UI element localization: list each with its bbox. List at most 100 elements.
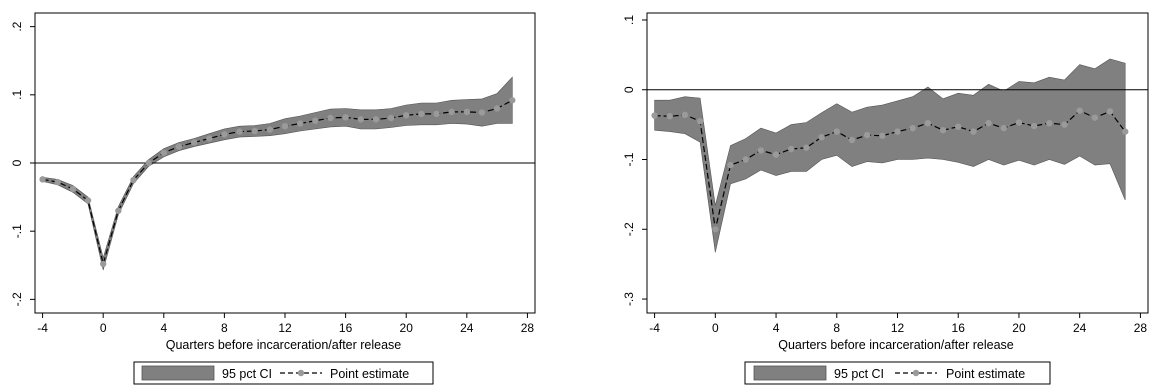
- point-estimate-marker: [1106, 108, 1114, 115]
- point-estimate-marker: [312, 117, 319, 124]
- point-estimate-marker: [99, 260, 107, 268]
- point-estimate-marker: [894, 128, 901, 135]
- point-estimate-marker: [175, 143, 183, 150]
- point-estimate-marker: [448, 108, 455, 116]
- point-estimate-marker: [160, 149, 167, 156]
- point-estimate-marker: [788, 145, 795, 153]
- y-tick-label: -.2: [622, 222, 636, 236]
- point-estimate-marker: [493, 105, 501, 112]
- point-estimate-marker: [403, 112, 410, 119]
- x-tick-label: 16: [952, 321, 966, 335]
- confidence-band: [42, 76, 513, 271]
- point-estimate-marker: [145, 159, 152, 167]
- x-tick-label: -4: [37, 321, 48, 335]
- legend-ci-swatch: [141, 365, 215, 381]
- x-tick-label: 4: [160, 321, 167, 335]
- x-axis-title: Quarters before incarceration/after rele…: [778, 338, 1014, 352]
- legend: 95 pct CI Point estimate: [133, 361, 434, 385]
- x-tick-label: 28: [521, 321, 535, 335]
- legend: 95 pct CI Point estimate: [744, 361, 1051, 385]
- point-estimate-marker: [1000, 124, 1007, 132]
- legend-ci-swatch: [753, 365, 827, 381]
- point-estimate-marker: [818, 133, 825, 141]
- legend-ci-label: 95 pct CI: [222, 367, 272, 381]
- point-estimate-marker: [190, 139, 198, 146]
- x-tick-label: 20: [1012, 321, 1026, 335]
- point-estimate-marker: [712, 226, 719, 233]
- point-estimate-marker: [909, 124, 916, 132]
- x-tick-label: -4: [649, 321, 660, 335]
- y-tick-label: -.3: [622, 292, 636, 306]
- x-tick-label: 28: [1134, 321, 1148, 335]
- legend-marker-swatch: [297, 369, 305, 377]
- point-estimate-marker: [666, 113, 673, 120]
- point-estimate-marker: [342, 114, 349, 121]
- x-tick-label: 12: [891, 321, 905, 335]
- point-estimate-marker: [1076, 107, 1083, 114]
- legend-ci-label: 95 pct CI: [834, 367, 884, 381]
- point-estimate-marker: [433, 110, 440, 118]
- plot-frame: [646, 12, 1149, 314]
- point-estimate-marker: [69, 185, 77, 193]
- point-estimate-marker: [939, 127, 947, 134]
- point-estimate-marker: [696, 117, 704, 125]
- point-estimate-marker: [115, 207, 122, 214]
- point-estimate-marker: [879, 132, 886, 139]
- plot-area: -4 0 4 8 12 16 20 24 28 -.2 -.1 0 .1 .2: [10, 12, 536, 335]
- point-estimate-marker: [757, 147, 765, 154]
- point-estimate-marker: [206, 135, 213, 142]
- left-panel: -4 0 4 8 12 16 20 24 28 -.2 -.1 0 .1 .2 Quarters befo…: [10, 12, 536, 385]
- point-estimate-marker: [848, 136, 856, 144]
- point-estimate-marker: [296, 120, 304, 127]
- point-estimate-marker: [509, 97, 516, 104]
- point-estimate-marker: [681, 111, 689, 119]
- point-estimate-marker: [236, 128, 243, 135]
- y-tick-label: .2: [10, 21, 24, 31]
- point-estimate-marker: [372, 116, 380, 123]
- x-tick-label: 0: [712, 321, 719, 335]
- point-estimate-marker: [1030, 122, 1038, 130]
- point-estimate-marker: [955, 123, 962, 130]
- x-tick-label: 8: [833, 321, 840, 335]
- x-tick-label: 4: [773, 321, 780, 335]
- point-estimate-marker: [1091, 114, 1099, 121]
- y-tick-label: 0: [622, 86, 636, 93]
- point-estimate-marker: [1061, 121, 1068, 128]
- plot-area: -4 0 4 8 12 16 20 24 28 -.3 -.2 -.1 0 .1: [622, 12, 1149, 335]
- point-estimate-marker: [418, 110, 425, 118]
- x-tick-label: 0: [100, 321, 107, 335]
- y-tick-label: 0: [10, 159, 24, 166]
- point-estimate-marker: [357, 116, 364, 123]
- point-estimate-marker: [221, 131, 228, 138]
- point-estimate-marker: [924, 120, 932, 127]
- point-estimate-marker: [970, 128, 977, 135]
- point-estimate-marker: [251, 127, 258, 135]
- y-tick-label: -.2: [10, 292, 24, 306]
- point-estimate-marker: [651, 112, 658, 119]
- point-estimate-marker: [1046, 120, 1053, 127]
- point-estimate-line: [42, 99, 513, 267]
- point-estimate-marker: [39, 176, 46, 183]
- x-tick-label: 20: [400, 321, 414, 335]
- point-estimate-marker: [803, 144, 810, 151]
- y-tick-label: -.1: [622, 152, 636, 166]
- x-tick-label: 12: [278, 321, 292, 335]
- point-estimate-marker: [1015, 119, 1023, 126]
- confidence-band: [654, 58, 1126, 253]
- point-estimate-marker: [130, 176, 137, 184]
- x-tick-label: 16: [339, 321, 353, 335]
- point-estimate-marker: [387, 114, 395, 122]
- point-estimate-marker: [772, 151, 780, 158]
- y-tick-label: .1: [10, 89, 24, 99]
- legend-marker-swatch: [912, 369, 920, 377]
- x-axis-title: Quarters before incarceration/after rele…: [166, 338, 402, 352]
- x-tick-label: 8: [221, 321, 228, 335]
- x-tick-label: 24: [1073, 321, 1087, 335]
- point-estimate-marker: [863, 131, 871, 139]
- point-estimate-marker: [266, 126, 274, 133]
- y-tick-label: -.1: [10, 224, 24, 238]
- point-estimate-marker: [742, 156, 749, 163]
- legend-point-label: Point estimate: [946, 367, 1025, 381]
- point-estimate-marker: [727, 161, 734, 169]
